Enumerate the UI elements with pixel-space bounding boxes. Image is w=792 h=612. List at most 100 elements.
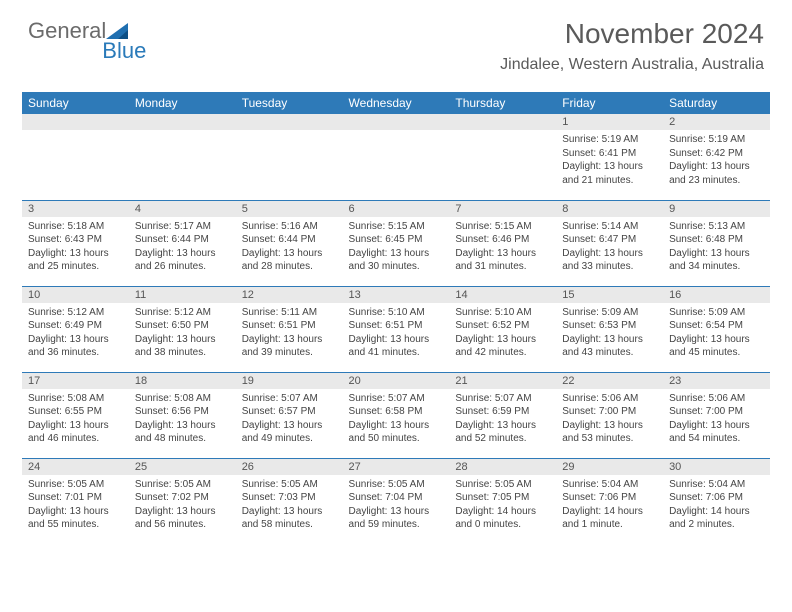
day-info-line: Sunrise: 5:11 AM (242, 306, 337, 320)
day-info-line: Sunrise: 5:05 AM (28, 478, 123, 492)
day-info-line: and 23 minutes. (669, 174, 764, 188)
day-info-line: Sunrise: 5:12 AM (135, 306, 230, 320)
day-info: Sunrise: 5:16 AMSunset: 6:44 PMDaylight:… (236, 217, 343, 277)
page-header: General Blue November 2024 Jindalee, Wes… (0, 0, 792, 82)
day-header: Tuesday (236, 92, 343, 114)
day-number (449, 114, 556, 130)
day-info-line: and 53 minutes. (562, 432, 657, 446)
day-info-line: Daylight: 13 hours (562, 160, 657, 174)
day-number (22, 114, 129, 130)
logo: General Blue (28, 18, 180, 44)
calendar-day-cell: 16Sunrise: 5:09 AMSunset: 6:54 PMDayligh… (663, 286, 770, 372)
day-number: 21 (449, 373, 556, 389)
calendar-day-cell: 3Sunrise: 5:18 AMSunset: 6:43 PMDaylight… (22, 200, 129, 286)
day-info-line: Sunset: 6:43 PM (28, 233, 123, 247)
day-info: Sunrise: 5:07 AMSunset: 6:58 PMDaylight:… (343, 389, 450, 449)
day-info: Sunrise: 5:18 AMSunset: 6:43 PMDaylight:… (22, 217, 129, 277)
calendar-day-cell: 12Sunrise: 5:11 AMSunset: 6:51 PMDayligh… (236, 286, 343, 372)
calendar-day-cell: 21Sunrise: 5:07 AMSunset: 6:59 PMDayligh… (449, 372, 556, 458)
day-info: Sunrise: 5:19 AMSunset: 6:42 PMDaylight:… (663, 130, 770, 190)
day-info-line: Sunrise: 5:09 AM (562, 306, 657, 320)
day-info-line: and 54 minutes. (669, 432, 764, 446)
day-info-line: and 56 minutes. (135, 518, 230, 532)
day-info-line: Sunrise: 5:10 AM (455, 306, 550, 320)
day-number: 10 (22, 287, 129, 303)
day-info-line: Daylight: 13 hours (135, 419, 230, 433)
calendar-day-cell: 5Sunrise: 5:16 AMSunset: 6:44 PMDaylight… (236, 200, 343, 286)
day-info-line: and 46 minutes. (28, 432, 123, 446)
day-info: Sunrise: 5:11 AMSunset: 6:51 PMDaylight:… (236, 303, 343, 363)
day-number: 15 (556, 287, 663, 303)
calendar-day-cell: 18Sunrise: 5:08 AMSunset: 6:56 PMDayligh… (129, 372, 236, 458)
day-info-line: Daylight: 13 hours (242, 333, 337, 347)
day-info-line: Daylight: 13 hours (349, 247, 444, 261)
calendar-day-cell: 29Sunrise: 5:04 AMSunset: 7:06 PMDayligh… (556, 458, 663, 544)
day-number: 14 (449, 287, 556, 303)
day-info-line: Sunrise: 5:14 AM (562, 220, 657, 234)
day-info-line: Sunrise: 5:04 AM (562, 478, 657, 492)
logo-text-blue: Blue (102, 38, 146, 64)
calendar-day-cell: 1Sunrise: 5:19 AMSunset: 6:41 PMDaylight… (556, 114, 663, 200)
day-info: Sunrise: 5:12 AMSunset: 6:50 PMDaylight:… (129, 303, 236, 363)
day-number (129, 114, 236, 130)
calendar-day-cell (236, 114, 343, 200)
day-info: Sunrise: 5:07 AMSunset: 6:59 PMDaylight:… (449, 389, 556, 449)
day-info-line: Sunset: 6:44 PM (135, 233, 230, 247)
calendar-day-cell: 19Sunrise: 5:07 AMSunset: 6:57 PMDayligh… (236, 372, 343, 458)
day-number: 24 (22, 459, 129, 475)
day-info-line: Daylight: 13 hours (669, 247, 764, 261)
day-info-line: and 25 minutes. (28, 260, 123, 274)
day-info: Sunrise: 5:13 AMSunset: 6:48 PMDaylight:… (663, 217, 770, 277)
day-info: Sunrise: 5:10 AMSunset: 6:52 PMDaylight:… (449, 303, 556, 363)
day-info-line: Sunrise: 5:15 AM (455, 220, 550, 234)
day-info-line: Daylight: 13 hours (242, 505, 337, 519)
day-header: Friday (556, 92, 663, 114)
day-number: 5 (236, 201, 343, 217)
day-number: 1 (556, 114, 663, 130)
calendar-day-cell: 8Sunrise: 5:14 AMSunset: 6:47 PMDaylight… (556, 200, 663, 286)
day-number: 6 (343, 201, 450, 217)
calendar-day-cell: 27Sunrise: 5:05 AMSunset: 7:04 PMDayligh… (343, 458, 450, 544)
day-number: 23 (663, 373, 770, 389)
day-info: Sunrise: 5:05 AMSunset: 7:05 PMDaylight:… (449, 475, 556, 535)
day-info-line: and 34 minutes. (669, 260, 764, 274)
calendar-day-cell: 11Sunrise: 5:12 AMSunset: 6:50 PMDayligh… (129, 286, 236, 372)
day-number: 3 (22, 201, 129, 217)
day-info-line: Daylight: 13 hours (669, 419, 764, 433)
calendar-day-cell: 28Sunrise: 5:05 AMSunset: 7:05 PMDayligh… (449, 458, 556, 544)
day-info-line: Sunset: 7:04 PM (349, 491, 444, 505)
calendar-week-row: 3Sunrise: 5:18 AMSunset: 6:43 PMDaylight… (22, 200, 770, 286)
day-info-line: Daylight: 13 hours (135, 505, 230, 519)
day-info-line: Daylight: 13 hours (28, 247, 123, 261)
day-info-line: Sunrise: 5:18 AM (28, 220, 123, 234)
day-info: Sunrise: 5:05 AMSunset: 7:03 PMDaylight:… (236, 475, 343, 535)
calendar-week-row: 10Sunrise: 5:12 AMSunset: 6:49 PMDayligh… (22, 286, 770, 372)
day-info-line: Sunrise: 5:10 AM (349, 306, 444, 320)
day-info-line: Daylight: 13 hours (455, 419, 550, 433)
day-info-line: Daylight: 13 hours (242, 247, 337, 261)
month-title: November 2024 (500, 18, 764, 50)
day-info-line: Sunset: 6:47 PM (562, 233, 657, 247)
day-info-line: Sunset: 6:50 PM (135, 319, 230, 333)
day-info: Sunrise: 5:09 AMSunset: 6:53 PMDaylight:… (556, 303, 663, 363)
day-info-line: Sunset: 6:58 PM (349, 405, 444, 419)
day-info-line: and 21 minutes. (562, 174, 657, 188)
day-number: 17 (22, 373, 129, 389)
day-info-line: and 33 minutes. (562, 260, 657, 274)
day-info: Sunrise: 5:08 AMSunset: 6:55 PMDaylight:… (22, 389, 129, 449)
day-header: Wednesday (343, 92, 450, 114)
calendar-day-cell: 20Sunrise: 5:07 AMSunset: 6:58 PMDayligh… (343, 372, 450, 458)
day-info-line: Daylight: 13 hours (349, 333, 444, 347)
day-info-line: Sunset: 6:52 PM (455, 319, 550, 333)
day-number: 4 (129, 201, 236, 217)
day-info-line: Sunrise: 5:08 AM (28, 392, 123, 406)
day-info-line: Daylight: 14 hours (455, 505, 550, 519)
day-info-line: Sunset: 7:06 PM (562, 491, 657, 505)
day-info-line: and 39 minutes. (242, 346, 337, 360)
day-info-line: and 59 minutes. (349, 518, 444, 532)
day-info: Sunrise: 5:07 AMSunset: 6:57 PMDaylight:… (236, 389, 343, 449)
day-info-line: Sunrise: 5:05 AM (349, 478, 444, 492)
day-info-line: and 30 minutes. (349, 260, 444, 274)
day-info-line: Sunset: 7:00 PM (562, 405, 657, 419)
calendar-header-row: SundayMondayTuesdayWednesdayThursdayFrid… (22, 92, 770, 114)
